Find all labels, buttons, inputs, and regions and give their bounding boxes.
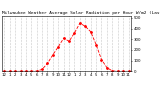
Text: Milwaukee Weather Average Solar Radiation per Hour W/m2 (Last 24 Hours): Milwaukee Weather Average Solar Radiatio… [2,11,160,15]
